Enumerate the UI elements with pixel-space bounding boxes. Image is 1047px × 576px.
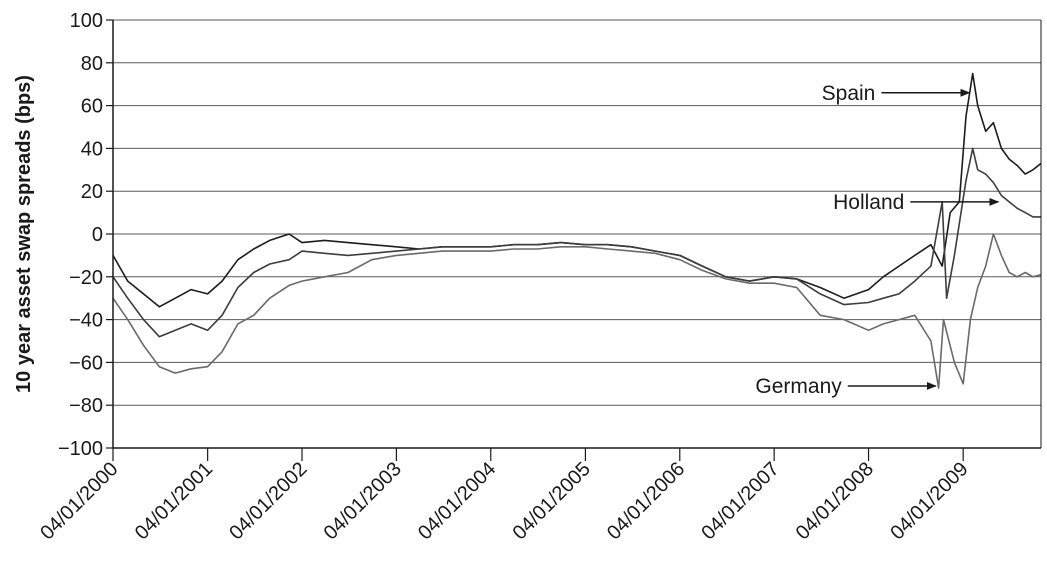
y-tick-label: 0 xyxy=(92,224,103,246)
y-tick-label: −20 xyxy=(69,267,103,289)
y-tick-label: 100 xyxy=(70,10,103,32)
y-tick-label: −100 xyxy=(58,438,103,460)
series-line-holland xyxy=(112,147,1041,338)
annotations: Spain Holland Germany xyxy=(755,82,1000,398)
gridlines xyxy=(113,19,1041,406)
y-tick-label: −80 xyxy=(69,395,103,417)
x-tick-label: 04/01/2009 xyxy=(886,458,972,544)
y-tick-label: 20 xyxy=(81,181,103,203)
x-tick-label: 04/01/2002 xyxy=(225,458,311,544)
x-tick-label: 04/01/2006 xyxy=(603,458,689,544)
y-tick-label: 60 xyxy=(81,96,103,118)
y-axis-label: 10 year asset swap spreads (bps) xyxy=(13,75,35,393)
annotation-label-spain: Spain xyxy=(822,82,876,105)
annotation-label-holland: Holland xyxy=(833,191,904,214)
x-tick-label: 04/01/2008 xyxy=(792,458,878,544)
x-tick-labels: 04/01/2000 04/01/2001 04/01/2002 04/01/2003… xyxy=(36,448,973,544)
x-tick-label: 04/01/2004 xyxy=(414,458,500,544)
x-tick-label: 04/01/2003 xyxy=(320,458,406,544)
y-tick-label: 40 xyxy=(81,138,103,160)
x-tick-label: 04/01/2005 xyxy=(509,458,595,544)
y-tick-label: −60 xyxy=(69,352,103,374)
x-tick-label: 04/01/2000 xyxy=(36,458,122,544)
x-tick-label: 04/01/2007 xyxy=(697,458,783,544)
series-lines xyxy=(112,72,1042,389)
annotation-label-germany: Germany xyxy=(755,375,842,398)
y-tick-labels: −100 −80 −60 −40 −20 0 20 40 60 80 100 xyxy=(58,10,113,460)
y-tick-label: −40 xyxy=(69,310,103,332)
series-line-germany xyxy=(112,233,1042,389)
x-tick-label: 04/01/2001 xyxy=(131,458,217,544)
y-tick-label: 80 xyxy=(81,53,103,75)
